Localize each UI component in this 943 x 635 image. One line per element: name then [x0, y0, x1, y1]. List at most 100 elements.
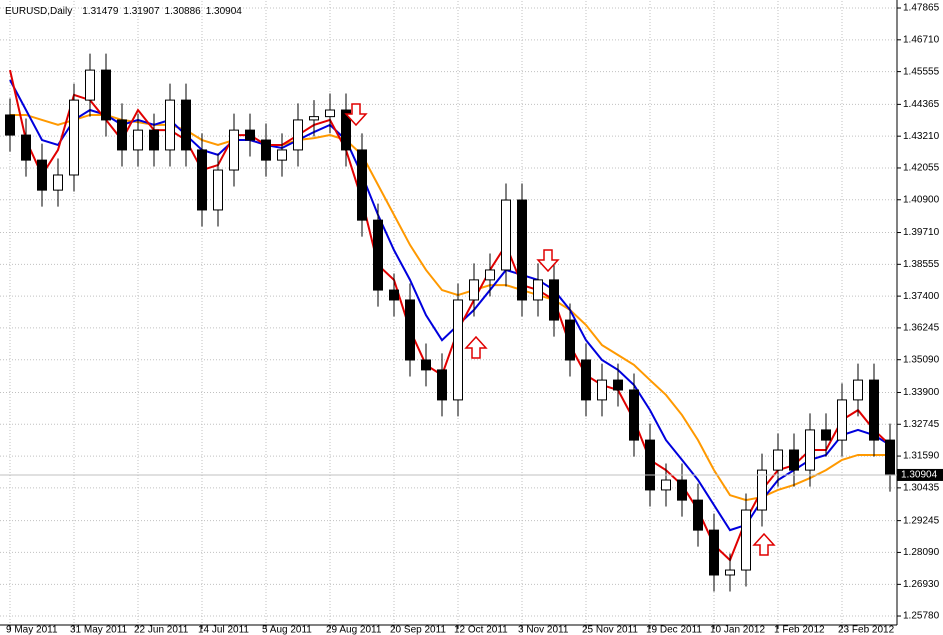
y-tick-label: 1.45555: [903, 66, 940, 77]
y-tick-label: 1.42055: [903, 163, 940, 174]
y-tick-label: 1.31590: [903, 451, 940, 462]
candle-body: [501, 199, 511, 271]
candle-body: [709, 529, 719, 576]
down-arrow: [536, 249, 560, 273]
candle-body: [293, 119, 303, 151]
last-price-box: [897, 468, 943, 481]
y-tick-label: 1.37400: [903, 291, 940, 302]
x-tick-label: 9 May 2011: [6, 625, 58, 635]
x-tick-label: 29 Aug 2011: [326, 625, 382, 635]
candle-body: [677, 479, 687, 501]
candle-body: [629, 389, 639, 441]
candle-body: [565, 319, 575, 361]
candle-body: [37, 159, 47, 191]
y-tick-label: 1.32745: [903, 419, 940, 430]
candle-body: [341, 109, 351, 151]
x-tick-label: 19 Dec 2011: [646, 625, 702, 635]
candle-body: [149, 129, 159, 151]
candle-body: [245, 129, 255, 141]
candle-body: [405, 299, 415, 361]
candle-body: [533, 279, 543, 301]
x-tick-label: 31 May 2011: [70, 625, 128, 635]
up-arrow: [464, 335, 488, 359]
candle-body: [693, 499, 703, 531]
candle-body: [133, 129, 143, 151]
candle-body: [197, 149, 207, 211]
candle-body: [21, 134, 31, 161]
candle-body: [373, 219, 383, 291]
candle-body: [581, 359, 591, 401]
candle-body: [757, 469, 767, 511]
candle-body: [597, 379, 607, 401]
candle-body: [741, 509, 751, 571]
candle-body: [661, 479, 671, 491]
x-tick-label: 3 Nov 2011: [518, 625, 569, 635]
candle-body: [309, 116, 319, 121]
y-tick-label: 1.28090: [903, 547, 940, 558]
candle-body: [101, 69, 111, 121]
header-value: 1.31479: [82, 6, 119, 17]
x-tick-label: 20 Sep 2011: [390, 625, 446, 635]
chart-header: EURUSD,Daily 1.31479 1.31907 1.30886 1.30904: [5, 6, 242, 17]
signal-arrows: [344, 103, 776, 556]
y-tick-label: 1.40900: [903, 194, 940, 205]
y-tick-label: 1.47865: [903, 3, 940, 14]
x-tick-label: 22 Jun 2011: [134, 625, 189, 635]
candle-body: [165, 99, 175, 151]
candle-body: [357, 149, 367, 221]
candle-body: [885, 439, 895, 476]
y-tick-label: 1.44365: [903, 99, 940, 110]
y-tick-label: 1.25780: [903, 611, 940, 622]
candle-body: [549, 279, 559, 321]
candle-body: [277, 149, 287, 161]
candle-body: [325, 109, 335, 118]
candle-body: [613, 379, 623, 391]
y-tick-label: 1.43210: [903, 131, 940, 142]
candle-body: [485, 269, 495, 281]
y-tick-label: 1.35090: [903, 354, 940, 365]
y-tick-label: 1.46710: [903, 34, 940, 45]
candle-body: [5, 114, 15, 136]
y-tick-label: 1.36245: [903, 323, 940, 334]
header-value: 1.31907: [123, 6, 160, 17]
candle-body: [469, 279, 479, 301]
candle-body: [837, 399, 847, 441]
candle-body: [725, 569, 735, 576]
candle-body: [437, 369, 447, 401]
candle-body: [645, 439, 655, 491]
candle-body: [213, 169, 223, 211]
y-tick-label: 1.39710: [903, 227, 940, 238]
x-tick-label: 12 Oct 2011: [454, 625, 508, 635]
x-tick-label: 25 Nov 2011: [582, 625, 638, 635]
candle-body: [69, 99, 79, 176]
x-tick-label: 5 Aug 2011: [262, 625, 312, 635]
y-tick-label: 1.38555: [903, 259, 940, 270]
y-tick-label: 1.29245: [903, 515, 940, 526]
candle-body: [421, 359, 431, 371]
candle-body: [181, 99, 191, 151]
candle-body: [517, 199, 527, 301]
candle-body: [453, 299, 463, 401]
candle-body: [821, 429, 831, 441]
symbol: EURUSD,Daily: [5, 6, 72, 17]
candle-body: [853, 379, 863, 401]
candle-body: [85, 69, 95, 101]
x-tick-label: 10 Jan 2012: [710, 625, 765, 635]
candle-body: [117, 119, 127, 151]
candle-body: [773, 449, 783, 471]
candle-body: [789, 449, 799, 471]
header-value: 1.30886: [165, 6, 202, 17]
header-value: 1.30904: [206, 6, 243, 17]
x-tick-label: 23 Feb 2012: [838, 625, 895, 635]
x-tick-label: 1 Feb 2012: [774, 625, 825, 635]
up-arrow: [752, 532, 776, 556]
candle-body: [261, 139, 271, 161]
last-price-label: 1.30904: [901, 470, 938, 481]
candle-body: [805, 429, 815, 471]
candle-body: [389, 289, 399, 301]
y-tick-label: 1.30435: [903, 483, 940, 494]
down-arrow: [344, 103, 368, 127]
